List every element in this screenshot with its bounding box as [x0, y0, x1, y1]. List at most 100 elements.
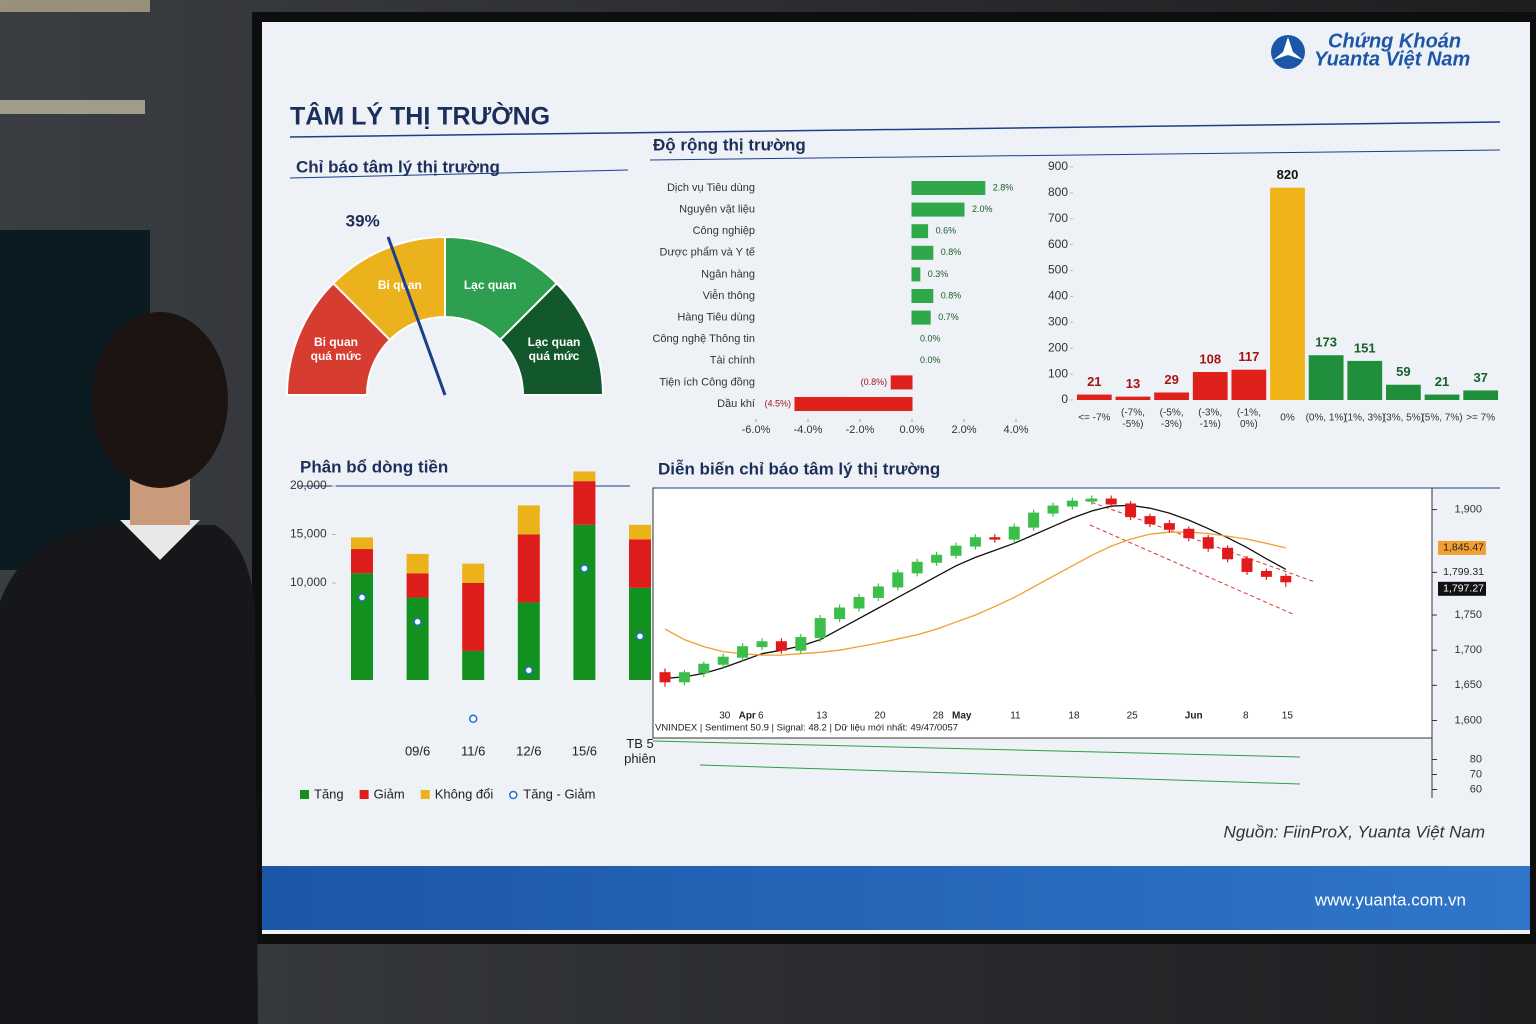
x-tick-label: 20 — [874, 711, 886, 722]
bar — [911, 267, 921, 282]
page-title: TÂM LÝ THỊ TRƯỜNG — [290, 101, 550, 131]
candle-panel — [652, 487, 1433, 739]
x-tick-label: (-7%, -5%) — [1121, 407, 1145, 430]
viewer — [0, 312, 258, 1024]
candle-body — [1066, 500, 1078, 507]
sub-line — [652, 740, 1301, 758]
x-tick-label: 4.0% — [1003, 424, 1028, 436]
y-tick-label: 100 — [1048, 366, 1068, 380]
bar — [1192, 372, 1228, 400]
candle-body — [698, 663, 710, 674]
bar-segment — [351, 549, 373, 574]
value-label: 0.7% — [938, 312, 959, 322]
candle-body — [1086, 498, 1098, 502]
bar — [911, 245, 934, 260]
x-tick-label: 11/6 — [461, 743, 485, 758]
price-label: 1,845.47 — [1443, 542, 1484, 554]
x-tick-label: (5%, 7%) — [1421, 413, 1462, 424]
footer-band — [262, 866, 1530, 930]
value-label: 0.3% — [928, 269, 949, 279]
y-tick-label: 500 — [1048, 263, 1068, 277]
value-label: (4.5%) — [764, 398, 791, 408]
x-tick-label: (-1%, 0%) — [1237, 407, 1261, 430]
sub-panel-label: VNINDEX | Sentiment 50.9 | Signal: 48.2 … — [655, 723, 958, 734]
candle-body — [795, 637, 807, 651]
candle-body — [1183, 528, 1195, 539]
bar-segment — [573, 524, 596, 680]
value-label: 0.8% — [941, 290, 962, 300]
x-tick-label: 09/6 — [405, 743, 430, 758]
x-tick-label: 0.0% — [899, 424, 924, 436]
bar-segment — [517, 534, 540, 603]
category-label: Nguyên vật liệu — [679, 204, 755, 216]
x-tick-label: (3%, 5%) — [1383, 413, 1424, 424]
candle-body — [1047, 505, 1059, 514]
bar — [1231, 369, 1267, 400]
value-label: 0.0% — [920, 334, 941, 344]
bar-segment — [462, 650, 485, 680]
x-tick-label: 13 — [816, 711, 828, 722]
y-tick-label: 10,000 — [290, 575, 327, 589]
value-label: 108 — [1199, 351, 1221, 366]
candle-body — [659, 672, 671, 683]
gauge-value: 39% — [346, 211, 380, 230]
x-tick-label: >= 7% — [1466, 413, 1495, 424]
x-tick-label: May — [952, 711, 972, 722]
source-note: Nguồn: FiinProX, Yuanta Việt Nam — [1224, 822, 1485, 841]
bar-segment — [573, 471, 596, 482]
x-tick-label: 0% — [1280, 413, 1295, 424]
value-label: (0.8%) — [861, 377, 888, 387]
candle-body — [1144, 516, 1156, 525]
bar — [1463, 390, 1499, 400]
candle-body — [853, 596, 865, 609]
charts: Chỉ báo tâm lý thị trường Bi quan quá mức B… — [285, 135, 1499, 801]
value-label: 21 — [1087, 374, 1101, 389]
x-tick-label: 25 — [1127, 711, 1139, 722]
footer-url: www.yuanta.com.vn — [1314, 890, 1466, 909]
panel-rule — [289, 169, 629, 179]
candle-body — [931, 554, 943, 563]
category-label: Dịch vụ Tiêu dùng — [667, 182, 755, 194]
candle-body — [814, 618, 826, 639]
gauge-needle — [386, 236, 447, 396]
logo-text: Yuanta Việt Nam — [1314, 48, 1470, 70]
bar-segment — [517, 602, 540, 680]
legend-swatch — [300, 790, 309, 799]
candle-body — [1125, 503, 1137, 518]
value-label: 2.8% — [993, 182, 1014, 192]
moving-average — [664, 531, 1286, 656]
candle-body — [872, 586, 884, 598]
category-label: Dược phẩm và Y tế — [660, 247, 756, 259]
candle-body — [678, 672, 690, 683]
x-tick-label: -4.0% — [794, 424, 823, 436]
candle-body — [892, 572, 904, 588]
panel-title: Diễn biến chỉ báo tâm lý thị trường — [658, 459, 940, 478]
panel-title: Chỉ báo tâm lý thị trường — [296, 157, 500, 176]
sub-tick-label: 80 — [1470, 753, 1482, 765]
panel-title: Độ rộng thị trường — [653, 135, 806, 154]
sub-tick-label: 70 — [1470, 768, 1482, 780]
bar-segment — [351, 573, 373, 680]
candle-body — [950, 545, 962, 556]
x-tick-label: 28 — [933, 711, 945, 722]
viewer-head — [92, 312, 228, 488]
y-tick-label: 700 — [1048, 211, 1068, 225]
bar — [1076, 394, 1112, 400]
price-label: 1,797.27 — [1443, 583, 1484, 595]
value-label: 0.6% — [936, 226, 957, 236]
header-rule — [289, 121, 1501, 138]
value-label: 21 — [1435, 374, 1449, 389]
x-tick-label: Apr — [739, 711, 756, 722]
price-tag — [1438, 540, 1486, 555]
bar-segment — [462, 563, 485, 583]
gauge-band-label: Lạc quan quá mức — [528, 335, 581, 363]
legend-swatch — [359, 790, 369, 799]
net-dot — [635, 632, 645, 641]
y-tick-label: 800 — [1048, 185, 1068, 199]
y-tick-label: 400 — [1048, 289, 1068, 303]
x-tick-label: TB 5 phiên — [624, 736, 656, 766]
candle-body — [775, 641, 787, 651]
legend-label: Tăng - Giảm — [523, 786, 595, 801]
moving-average — [664, 504, 1287, 679]
